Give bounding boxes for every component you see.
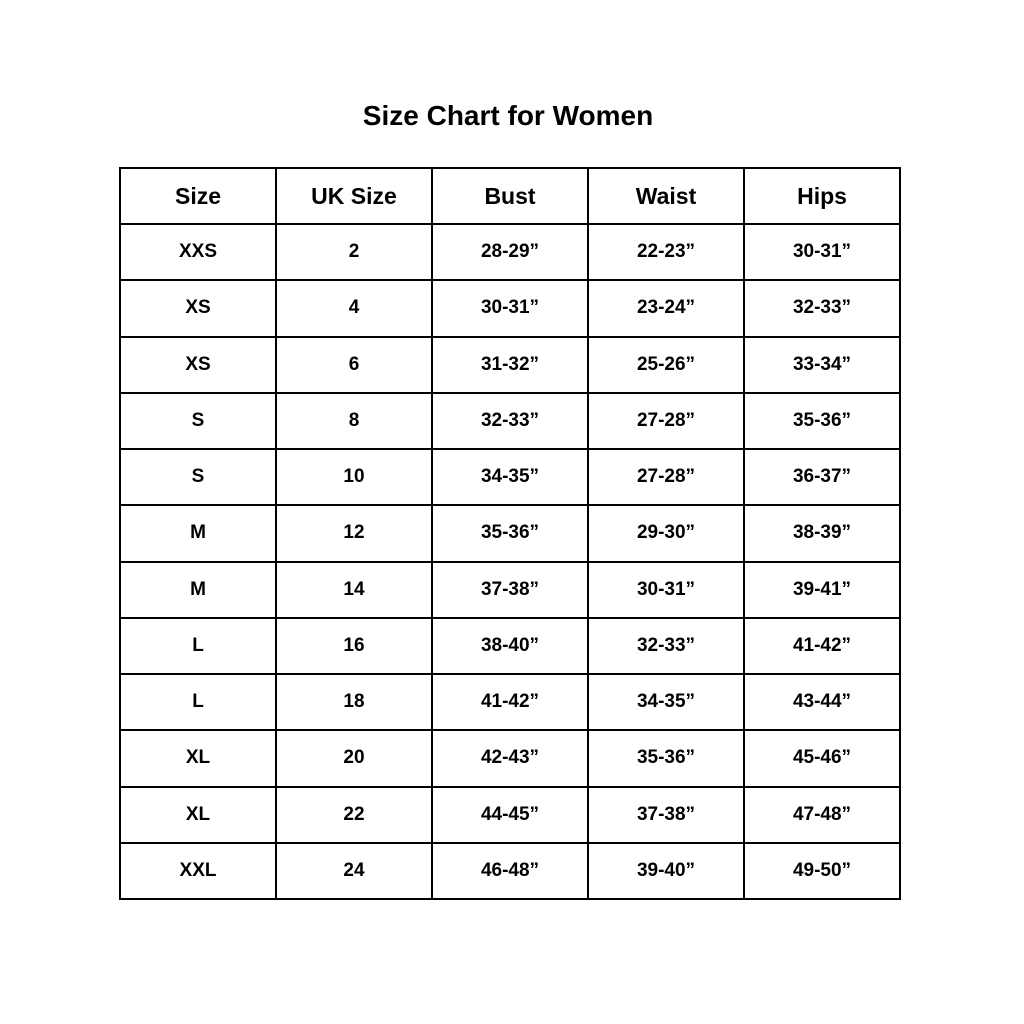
table-cell: 47-48” [743,785,901,844]
table-row: XS 6 31-32” 25-26” 33-34” [119,335,901,394]
page-title: Size Chart for Women [362,100,654,131]
table-cell: 27-28” [587,447,745,507]
table-row: M 12 35-36” 29-30” 38-39” [119,504,901,563]
column-header: Size [119,167,277,225]
table-cell: L [119,672,277,732]
table-cell: 32-33” [431,391,589,451]
table-row: XXL 24 46-48” 39-40” 49-50” [119,841,901,901]
table-cell: S [119,391,277,451]
table-header-row: Size UK Size Bust Waist Hips [119,167,901,225]
column-header: Waist [587,167,745,225]
table-cell: 12 [275,504,433,563]
table-cell: 22 [275,785,433,844]
table-cell: 30-31” [743,222,901,282]
table-cell: 37-38” [587,785,745,844]
table-cell: L [119,616,277,676]
table-cell: 31-32” [431,335,589,394]
table-cell: 8 [275,391,433,451]
table-cell: 36-37” [743,447,901,507]
table-cell: 32-33” [587,616,745,676]
table-cell: XXL [119,841,277,901]
table-cell: 33-34” [743,335,901,394]
table-cell: 10 [275,447,433,507]
table-cell: 41-42” [743,616,901,676]
table-cell: XS [119,335,277,394]
table-cell: 34-35” [431,447,589,507]
table-cell: 49-50” [743,841,901,901]
table-body: XXS 2 28-29” 22-23” 30-31” XS 4 30-31” 23-24” 32-… [119,222,901,901]
table-cell: 37-38” [431,560,589,619]
table-cell: M [119,560,277,619]
table-cell: 38-39” [743,504,901,563]
table-cell: 2 [275,222,433,282]
table-cell: 39-40” [587,841,745,901]
table-cell: 6 [275,335,433,394]
table-cell: 39-41” [743,560,901,619]
table-row: XL 22 44-45” 37-38” 47-48” [119,785,901,844]
column-header: Bust [431,167,589,225]
table-cell: 43-44” [743,672,901,732]
table-cell: XS [119,279,277,338]
table-row: XL 20 42-43” 35-36” 45-46” [119,729,901,788]
table-row: XXS 2 28-29” 22-23” 30-31” [119,222,901,282]
table-cell: 20 [275,729,433,788]
table-cell: 16 [275,616,433,676]
table-cell: 4 [275,279,433,338]
table-cell: 35-36” [743,391,901,451]
column-header: Hips [743,167,901,225]
table-cell: 29-30” [587,504,745,563]
table-cell: 46-48” [431,841,589,901]
table-cell: XL [119,729,277,788]
table-cell: 35-36” [587,729,745,788]
table-cell: 30-31” [431,279,589,338]
table-cell: 38-40” [431,616,589,676]
table-cell: 44-45” [431,785,589,844]
table-cell: XXS [119,222,277,282]
table-cell: 23-24” [587,279,745,338]
table-row: S 8 32-33” 27-28” 35-36” [119,391,901,451]
column-header: UK Size [275,167,433,225]
table-cell: 18 [275,672,433,732]
size-chart-table: Size UK Size Bust Waist Hips XXS 2 28-29” 22-23… [119,167,901,901]
table-cell: 41-42” [431,672,589,732]
table-cell: 35-36” [431,504,589,563]
table-cell: 30-31” [587,560,745,619]
table-cell: 42-43” [431,729,589,788]
table-row: M 14 37-38” 30-31” 39-41” [119,560,901,619]
table-row: L 18 41-42” 34-35” 43-44” [119,672,901,732]
table-cell: 45-46” [743,729,901,788]
table-cell: 24 [275,841,433,901]
table-cell: 32-33” [743,279,901,338]
table-cell: XL [119,785,277,844]
table-cell: 28-29” [431,222,589,282]
table-row: XS 4 30-31” 23-24” 32-33” [119,279,901,338]
table-cell: 27-28” [587,391,745,451]
table-cell: 14 [275,560,433,619]
table-cell: 25-26” [587,335,745,394]
table-row: L 16 38-40” 32-33” 41-42” [119,616,901,676]
table-cell: S [119,447,277,507]
table-cell: 22-23” [587,222,745,282]
table-cell: M [119,504,277,563]
table-row: S 10 34-35” 27-28” 36-37” [119,447,901,507]
table-cell: 34-35” [587,672,745,732]
